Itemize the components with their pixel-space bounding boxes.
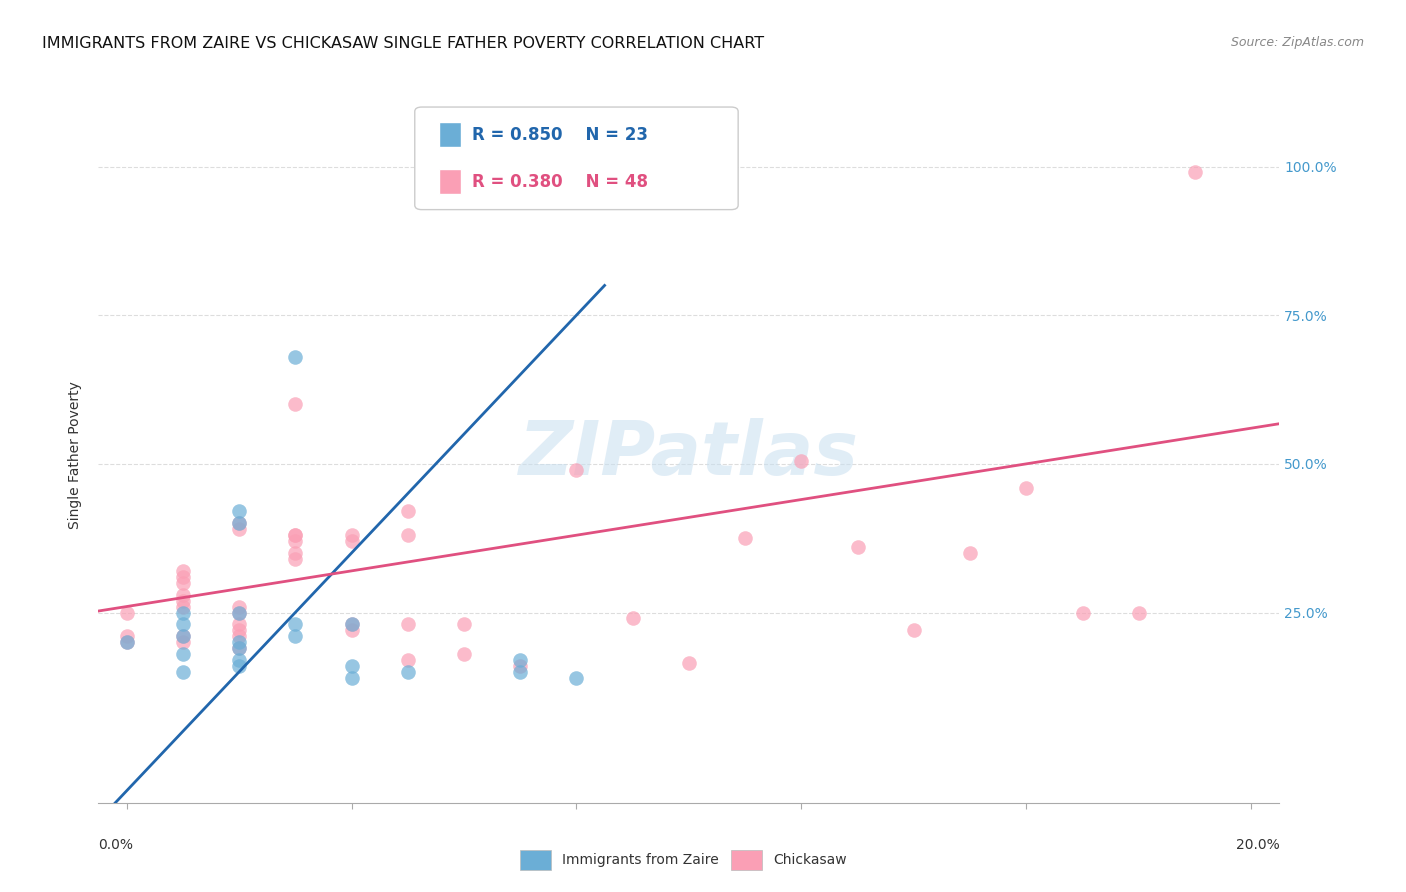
- Y-axis label: Single Father Poverty: Single Father Poverty: [69, 381, 83, 529]
- Point: [396, 653, 419, 667]
- Point: [284, 546, 307, 560]
- Point: [228, 617, 250, 632]
- Point: [1071, 606, 1094, 620]
- Point: [678, 656, 700, 670]
- Point: [903, 624, 925, 638]
- Point: [453, 617, 475, 632]
- Point: [172, 665, 194, 679]
- Point: [172, 647, 194, 661]
- Point: [509, 665, 531, 679]
- Point: [228, 516, 250, 531]
- Point: [340, 624, 363, 638]
- Point: [172, 570, 194, 584]
- Text: R = 0.850    N = 23: R = 0.850 N = 23: [472, 126, 648, 144]
- Point: [396, 504, 419, 518]
- Point: [228, 624, 250, 638]
- Point: [340, 617, 363, 632]
- Point: [284, 350, 307, 364]
- Text: Immigrants from Zaire: Immigrants from Zaire: [562, 853, 718, 867]
- Point: [115, 629, 138, 643]
- Point: [509, 659, 531, 673]
- Point: [228, 516, 250, 531]
- Point: [284, 629, 307, 643]
- Point: [172, 588, 194, 602]
- Text: 20.0%: 20.0%: [1236, 838, 1279, 853]
- Text: 0.0%: 0.0%: [98, 838, 134, 853]
- Point: [284, 552, 307, 566]
- Point: [228, 653, 250, 667]
- Point: [284, 617, 307, 632]
- Point: [228, 659, 250, 673]
- Point: [1128, 606, 1150, 620]
- Point: [228, 599, 250, 614]
- Point: [1015, 481, 1038, 495]
- Point: [172, 599, 194, 614]
- Point: [453, 647, 475, 661]
- Point: [228, 522, 250, 536]
- Point: [340, 659, 363, 673]
- Point: [340, 528, 363, 542]
- Point: [115, 635, 138, 649]
- Text: ZIPatlas: ZIPatlas: [519, 418, 859, 491]
- Point: [790, 454, 813, 468]
- Point: [396, 617, 419, 632]
- Point: [509, 653, 531, 667]
- Point: [734, 531, 756, 545]
- Point: [340, 671, 363, 685]
- Point: [172, 564, 194, 578]
- Point: [284, 397, 307, 411]
- Point: [846, 540, 869, 554]
- Point: [340, 534, 363, 549]
- Point: [565, 463, 588, 477]
- Text: Chickasaw: Chickasaw: [773, 853, 846, 867]
- Point: [172, 635, 194, 649]
- Point: [1184, 165, 1206, 179]
- Point: [228, 606, 250, 620]
- Point: [172, 575, 194, 590]
- Point: [228, 629, 250, 643]
- Point: [115, 606, 138, 620]
- Point: [172, 629, 194, 643]
- Text: R = 0.380    N = 48: R = 0.380 N = 48: [472, 173, 648, 191]
- Text: Source: ZipAtlas.com: Source: ZipAtlas.com: [1230, 36, 1364, 49]
- Point: [228, 504, 250, 518]
- Point: [228, 635, 250, 649]
- Point: [115, 635, 138, 649]
- Text: IMMIGRANTS FROM ZAIRE VS CHICKASAW SINGLE FATHER POVERTY CORRELATION CHART: IMMIGRANTS FROM ZAIRE VS CHICKASAW SINGL…: [42, 36, 765, 51]
- Point: [565, 671, 588, 685]
- Point: [621, 611, 644, 625]
- Point: [228, 606, 250, 620]
- Point: [340, 617, 363, 632]
- Point: [172, 593, 194, 607]
- Point: [172, 617, 194, 632]
- Point: [959, 546, 981, 560]
- Point: [284, 534, 307, 549]
- Point: [228, 641, 250, 656]
- Point: [284, 528, 307, 542]
- Point: [284, 528, 307, 542]
- Point: [172, 629, 194, 643]
- Point: [396, 528, 419, 542]
- Point: [172, 606, 194, 620]
- Point: [396, 665, 419, 679]
- Point: [228, 641, 250, 656]
